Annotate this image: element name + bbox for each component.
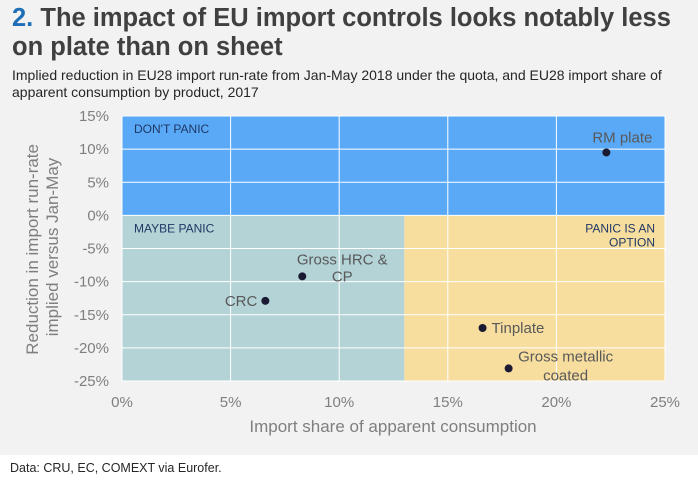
x-tick-label: 20% bbox=[541, 394, 571, 411]
y-axis-title-line-2: implied versus Jan-May bbox=[43, 157, 62, 336]
y-tick-label: -15% bbox=[74, 307, 109, 324]
point-label-gross-hrc-cp: Gross HRC & CP bbox=[297, 251, 388, 285]
y-tick-label: 15% bbox=[79, 108, 109, 125]
point-label-crc: CRC bbox=[225, 293, 258, 310]
point-label-tinplate: Tinplate bbox=[492, 320, 545, 337]
ticks-layer: 0% 5% 10% 15% 20% 25% 15% 10% 5% 0% -5% -10% -15% -20… bbox=[74, 108, 680, 411]
point-label-gross-metallic-coated: Gross metallic coated bbox=[518, 348, 614, 384]
point-gross-metallic-coated bbox=[504, 364, 513, 373]
zone-labels-layer: DON'T PANIC MAYBE PANIC PANIC IS AN OPTION bbox=[134, 122, 655, 249]
point-crc bbox=[261, 296, 270, 305]
title-number: 2. bbox=[12, 4, 34, 32]
x-tick-label: 5% bbox=[220, 394, 242, 411]
zone-label-don-t-panic: DON'T PANIC bbox=[134, 122, 210, 136]
scatter-chart: 0% 5% 10% 15% 20% 25% 15% 10% 5% 0% -5% -10% -15% -20… bbox=[23, 108, 680, 436]
x-tick-label: 0% bbox=[111, 394, 133, 411]
zone-don-t-panic bbox=[122, 116, 665, 216]
point-gross-hrc-cp bbox=[298, 272, 307, 281]
y-tick-label: -20% bbox=[74, 340, 109, 357]
points-layer: RM plate Gross HRC & CP CRC Tinplate Gross me… bbox=[225, 129, 653, 384]
y-tick-label: -25% bbox=[74, 373, 109, 390]
y-tick-label: -5% bbox=[82, 241, 109, 258]
grid-layer bbox=[121, 115, 666, 382]
x-axis-title: Import share of apparent consumption bbox=[249, 417, 536, 436]
y-tick-label: 5% bbox=[87, 174, 109, 191]
source-note: Data: CRU, EC, COMEXT via Eurofer. bbox=[10, 461, 222, 475]
page-title: 2. The impact of EU import controls look… bbox=[12, 4, 692, 62]
x-tick-label: 10% bbox=[324, 394, 354, 411]
y-axis-title: Reduction in import run-rate implied ver… bbox=[23, 139, 62, 354]
point-label-rm-plate: RM plate bbox=[592, 129, 652, 146]
point-tinplate bbox=[478, 324, 487, 332]
zone-label-panic-is-an-option: PANIC IS AN OPTION bbox=[585, 221, 655, 249]
y-tick-label: 10% bbox=[79, 141, 109, 158]
y-tick-label: -10% bbox=[74, 274, 109, 291]
zone-label-maybe-panic: MAYBE PANIC bbox=[134, 221, 215, 235]
y-tick-label: 0% bbox=[87, 207, 109, 224]
page-subtitle: Implied reduction in EU28 import run-rat… bbox=[12, 67, 662, 100]
y-axis-title-line-1: Reduction in import run-rate bbox=[23, 144, 42, 355]
x-tick-label: 15% bbox=[433, 394, 463, 411]
point-rm-plate bbox=[602, 148, 611, 157]
title-text: The impact of EU import controls looks n… bbox=[12, 4, 671, 61]
x-tick-label: 25% bbox=[650, 394, 680, 411]
